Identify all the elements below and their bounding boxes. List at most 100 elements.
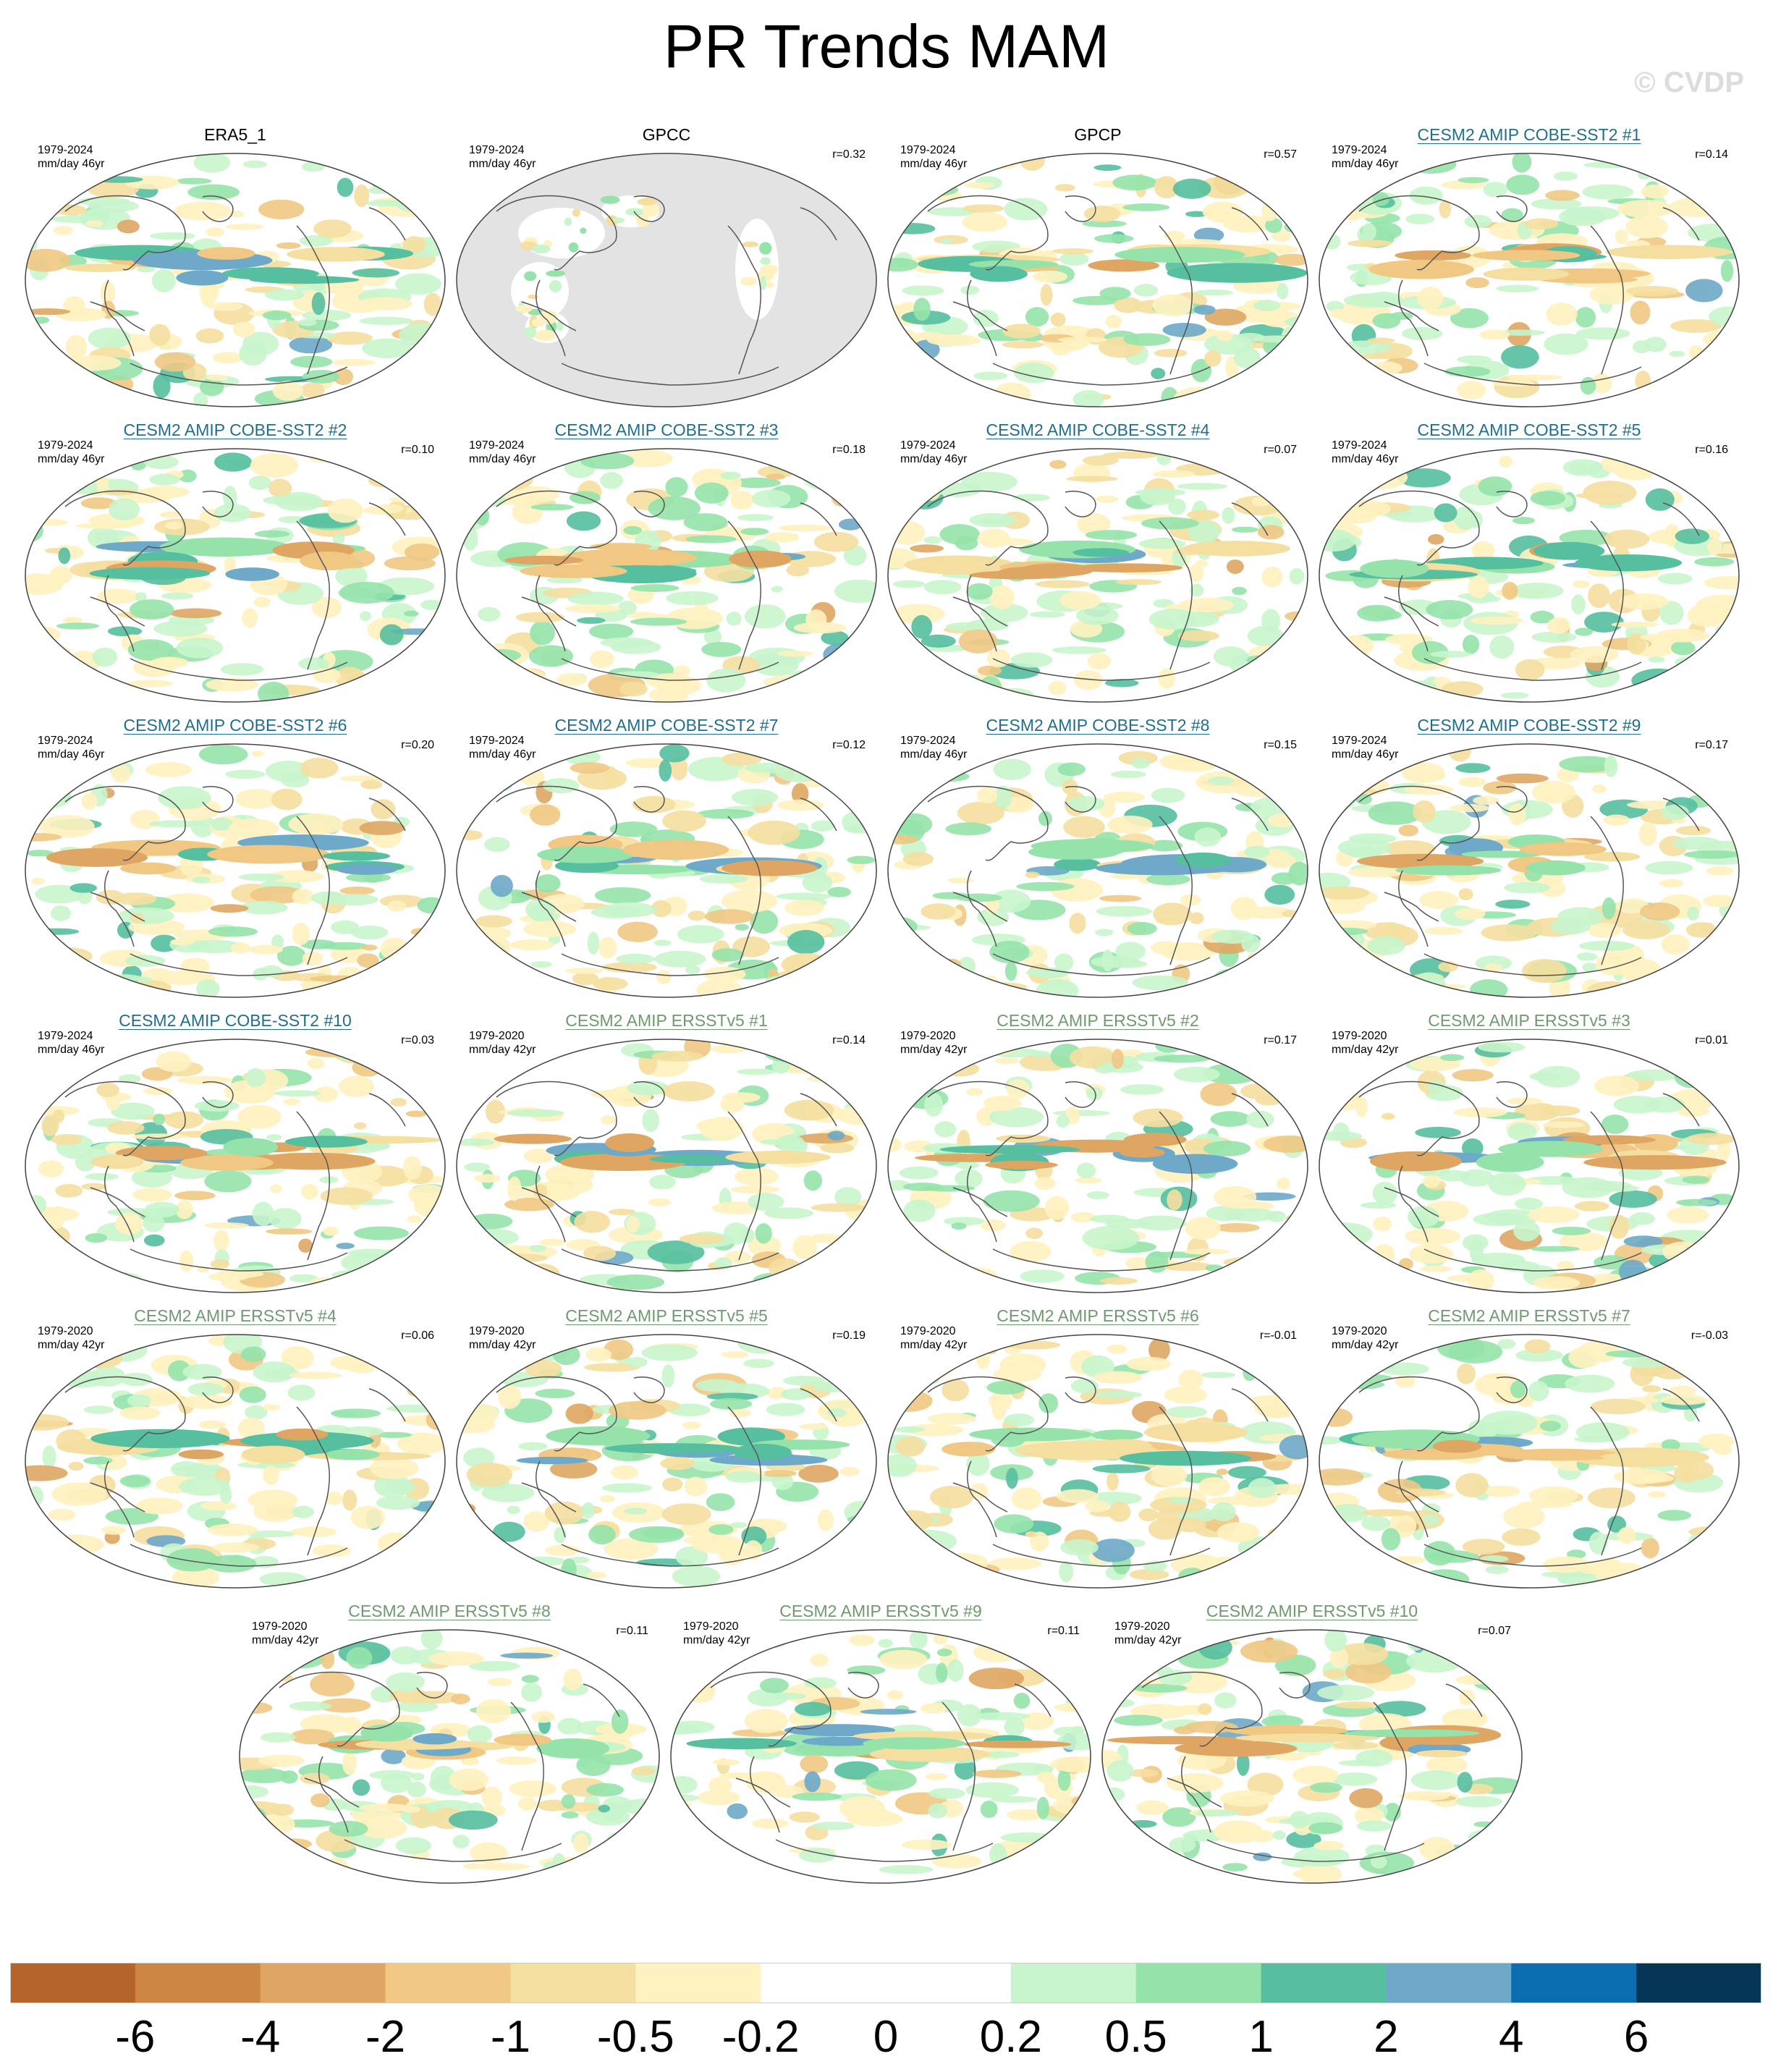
robinson-map (239, 1629, 660, 1884)
panel-period: 1979-2024 (1332, 144, 1387, 156)
panel-units: mm/day 46yr (1332, 158, 1399, 170)
panel-units: mm/day 46yr (900, 453, 968, 465)
panel-pattern-correlation: r=0.17 (1264, 1034, 1297, 1046)
map-panel: GPCC 1979-2024 mm/day 46yr r=0.32 (453, 124, 880, 408)
colorbar-swatch (1135, 1963, 1262, 2003)
robinson-map (1101, 1629, 1523, 1884)
robinson-map (887, 1334, 1308, 1589)
panel-pattern-correlation: r=0.20 (401, 739, 434, 751)
map-panel: CESM2 AMIP COBE-SST2 #5 1979-2024 mm/day 4… (1316, 420, 1743, 703)
panel-title: CESM2 AMIP COBE-SST2 #10 (119, 1011, 352, 1030)
robinson-map (25, 743, 446, 998)
robinson-map (456, 743, 877, 998)
panel-title: CESM2 AMIP COBE-SST2 #2 (123, 420, 347, 439)
panel-units: mm/day 42yr (1332, 1339, 1399, 1351)
panel-pattern-correlation: r=0.16 (1695, 444, 1728, 456)
panel-title: CESM2 AMIP ERSSTv5 #1 (565, 1011, 768, 1030)
map-panel: CESM2 AMIP COBE-SST2 #3 1979-2024 mm/day 4… (453, 420, 880, 703)
colorbar-swatch (1636, 1963, 1761, 2003)
robinson-map (456, 1334, 877, 1589)
panel-units: mm/day 46yr (900, 158, 968, 170)
panel-period: 1979-2024 (38, 1030, 93, 1042)
panel-period: 1979-2024 (38, 439, 93, 452)
panel-units: mm/day 46yr (900, 748, 968, 761)
colorbar (10, 1963, 1761, 2003)
colorbar-tick-label: 2 (1374, 2012, 1399, 2062)
panel-period: 1979-2024 (1332, 439, 1387, 452)
panel-units: mm/day 42yr (1332, 1044, 1399, 1056)
map-panel: CESM2 AMIP COBE-SST2 #4 1979-2024 mm/day 4… (884, 420, 1311, 703)
panel-title: CESM2 AMIP COBE-SST2 #8 (986, 716, 1210, 735)
panel-period: 1979-2024 (900, 735, 956, 747)
map-panel: GPCP 1979-2024 mm/day 46yr r=0.57 (884, 124, 1311, 408)
panel-period: 1979-2020 (1332, 1030, 1387, 1042)
panel-pattern-correlation: r=0.07 (1478, 1625, 1511, 1637)
colorbar-swatch (135, 1963, 261, 2003)
panel-period: 1979-2020 (469, 1030, 525, 1042)
panel-pattern-correlation: r=0.07 (1264, 444, 1297, 456)
panel-title: CESM2 AMIP ERSSTv5 #5 (565, 1306, 768, 1325)
colorbar-tick-label: -0.5 (596, 2012, 674, 2062)
colorbar-tick-label: 0 (873, 2012, 899, 2062)
panel-units: mm/day 46yr (38, 158, 105, 170)
colorbar-tick-label: -2 (365, 2012, 406, 2062)
robinson-map (25, 448, 446, 703)
panel-pattern-correlation: r=0.14 (832, 1034, 866, 1046)
watermark-logo: © CVDP (1634, 67, 1744, 98)
robinson-map (887, 1039, 1308, 1293)
panel-pattern-correlation: r=0.12 (832, 739, 866, 751)
map-panel: CESM2 AMIP ERSSTv5 #8 1979-2020 mm/day 42y… (236, 1601, 663, 1885)
panel-pattern-correlation: r=0.10 (401, 444, 434, 456)
panel-pattern-correlation: r=0.03 (401, 1034, 434, 1046)
panel-period: 1979-2020 (252, 1620, 308, 1633)
colorbar-swatch (385, 1963, 511, 2003)
colorbar-swatch (635, 1963, 761, 2003)
robinson-map (1319, 1039, 1740, 1293)
panel-pattern-correlation: r=0.01 (1695, 1034, 1728, 1046)
panel-period: 1979-2024 (38, 735, 93, 747)
panel-pattern-correlation: r=0.11 (616, 1625, 648, 1637)
panel-title: CESM2 AMIP COBE-SST2 #5 (1417, 420, 1641, 439)
panel-period: 1979-2024 (469, 439, 525, 452)
robinson-map (670, 1629, 1091, 1884)
map-panel: CESM2 AMIP ERSSTv5 #10 1979-2020 mm/day 42… (1099, 1601, 1526, 1885)
panel-period: 1979-2020 (900, 1325, 956, 1337)
panel-title: CESM2 AMIP COBE-SST2 #3 (554, 420, 779, 439)
panel-pattern-correlation: r=0.06 (401, 1329, 434, 1342)
panel-pattern-correlation: r=0.19 (832, 1329, 866, 1342)
panel-period: 1979-2020 (469, 1325, 525, 1337)
colorbar-swatch (761, 1963, 886, 2003)
panel-title: CESM2 AMIP COBE-SST2 #9 (1417, 716, 1641, 735)
figure-title: PR Trends MAM (663, 12, 1110, 80)
map-panel: CESM2 AMIP COBE-SST2 #9 1979-2024 mm/day 4… (1316, 715, 1743, 999)
panel-title: GPCP (1074, 125, 1122, 144)
panel-title: GPCC (642, 125, 691, 144)
colorbar-tick-label: 0.2 (979, 2012, 1042, 2062)
panel-units: mm/day 42yr (469, 1339, 536, 1351)
map-panel: CESM2 AMIP COBE-SST2 #2 1979-2024 mm/day 4… (22, 420, 449, 703)
colorbar-swatch (1511, 1963, 1637, 2003)
colorbar-tick-label: -6 (115, 2012, 156, 2062)
map-background (1102, 1630, 1522, 1883)
panel-period: 1979-2020 (1332, 1325, 1387, 1337)
map-panel: CESM2 AMIP ERSSTv5 #6 1979-2020 mm/day 42y… (884, 1306, 1311, 1589)
panel-units: mm/day 42yr (252, 1634, 319, 1646)
panel-title: CESM2 AMIP COBE-SST2 #4 (986, 420, 1210, 439)
map-panel: CESM2 AMIP COBE-SST2 #7 1979-2024 mm/day 4… (453, 715, 880, 999)
panel-pattern-correlation: r=0.18 (832, 444, 866, 456)
panel-period: 1979-2024 (900, 144, 956, 156)
map-panel: CESM2 AMIP COBE-SST2 #1 1979-2024 mm/day 4… (1316, 124, 1743, 408)
panel-units: mm/day 42yr (900, 1339, 968, 1351)
colorbar-swatch (1386, 1963, 1512, 2003)
map-panel: CESM2 AMIP COBE-SST2 #10 1979-2024 mm/day … (22, 1010, 449, 1294)
panel-period: 1979-2024 (469, 144, 525, 156)
panel-period: 1979-2020 (1114, 1620, 1170, 1633)
panel-title: CESM2 AMIP ERSSTv5 #3 (1428, 1011, 1630, 1030)
panel-period: 1979-2020 (900, 1030, 956, 1042)
map-panel: CESM2 AMIP ERSSTv5 #2 1979-2020 mm/day 42y… (884, 1010, 1311, 1294)
panel-pattern-correlation: r=-0.01 (1259, 1329, 1297, 1342)
panel-title: CESM2 AMIP COBE-SST2 #7 (554, 716, 779, 735)
panel-pattern-correlation: r=0.32 (832, 148, 866, 161)
map-panel: CESM2 AMIP ERSSTv5 #7 1979-2020 mm/day 42y… (1316, 1306, 1743, 1589)
robinson-map (25, 1039, 446, 1293)
